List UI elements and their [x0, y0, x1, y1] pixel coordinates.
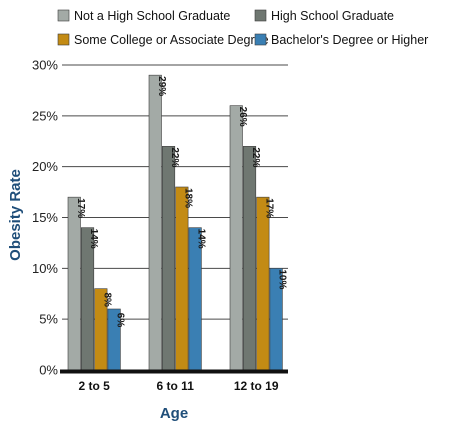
bar-not-a-high-school-graduate-2-to-5 — [67, 196, 81, 371]
data-label: 26% — [237, 107, 248, 127]
y-tick-label: 20% — [32, 159, 58, 174]
data-label: 22% — [250, 147, 261, 167]
legend-swatch-some-college-or-associate-degree — [57, 33, 70, 46]
y-tick-label: 0% — [39, 363, 58, 378]
data-label: 18% — [182, 188, 193, 208]
x-axis: 2 to 5 6 to 11 12 to 19 — [60, 369, 288, 393]
legend: Not a High School Graduate High School Gr… — [57, 9, 428, 47]
x-tick-label: 2 to 5 — [79, 379, 111, 393]
y-axis-ticks: 0% 5% 10% 15% 20% 25% 30% — [32, 58, 58, 378]
legend-label: Some College or Associate Degree — [74, 33, 269, 47]
legend-label: Not a High School Graduate — [74, 9, 230, 23]
data-label: 10% — [277, 269, 288, 289]
bars: 17%14%8%6%29%22%18%14%26%22%17%10% — [67, 74, 288, 371]
legend-label: Bachelor's Degree or Higher — [271, 33, 428, 47]
x-tick-label: 6 to 11 — [157, 379, 195, 393]
bar-not-a-high-school-graduate-12-to-19 — [229, 105, 243, 371]
data-label: 14% — [88, 229, 99, 249]
x-axis-title: Age — [160, 405, 188, 422]
y-tick-label: 30% — [32, 58, 58, 73]
legend-swatch-high-school-graduate — [254, 9, 267, 22]
data-label: 29% — [156, 76, 167, 96]
bar-high-school-graduate-2-to-5 — [81, 227, 95, 371]
legend-swatch-bachelor-s-degree-or-higher — [254, 33, 267, 46]
data-label: 22% — [169, 147, 180, 167]
y-tick-label: 15% — [32, 210, 58, 225]
bar-high-school-graduate-12-to-19 — [243, 146, 257, 371]
legend-label: High School Graduate — [271, 9, 394, 23]
data-label: 8% — [101, 292, 112, 307]
y-tick-label: 5% — [39, 312, 58, 327]
data-label: 14% — [196, 229, 207, 249]
bar-bachelor-s-degree-or-higher-6-to-11 — [188, 227, 202, 371]
bar-some-college-or-associate-degree-6-to-11 — [175, 186, 189, 371]
bar-not-a-high-school-graduate-6-to-11 — [148, 74, 162, 371]
data-label: 17% — [75, 198, 86, 218]
y-axis-title: Obesity Rate — [7, 169, 24, 261]
legend-swatch-not-a-high-school-graduate — [57, 9, 70, 22]
bar-some-college-or-associate-degree-12-to-19 — [256, 196, 270, 371]
x-tick-label: 12 to 19 — [234, 379, 279, 393]
data-label: 6% — [115, 313, 126, 328]
bar-high-school-graduate-6-to-11 — [162, 146, 176, 371]
y-tick-label: 10% — [32, 261, 58, 276]
data-label: 17% — [263, 198, 274, 218]
y-tick-label: 25% — [32, 108, 58, 123]
